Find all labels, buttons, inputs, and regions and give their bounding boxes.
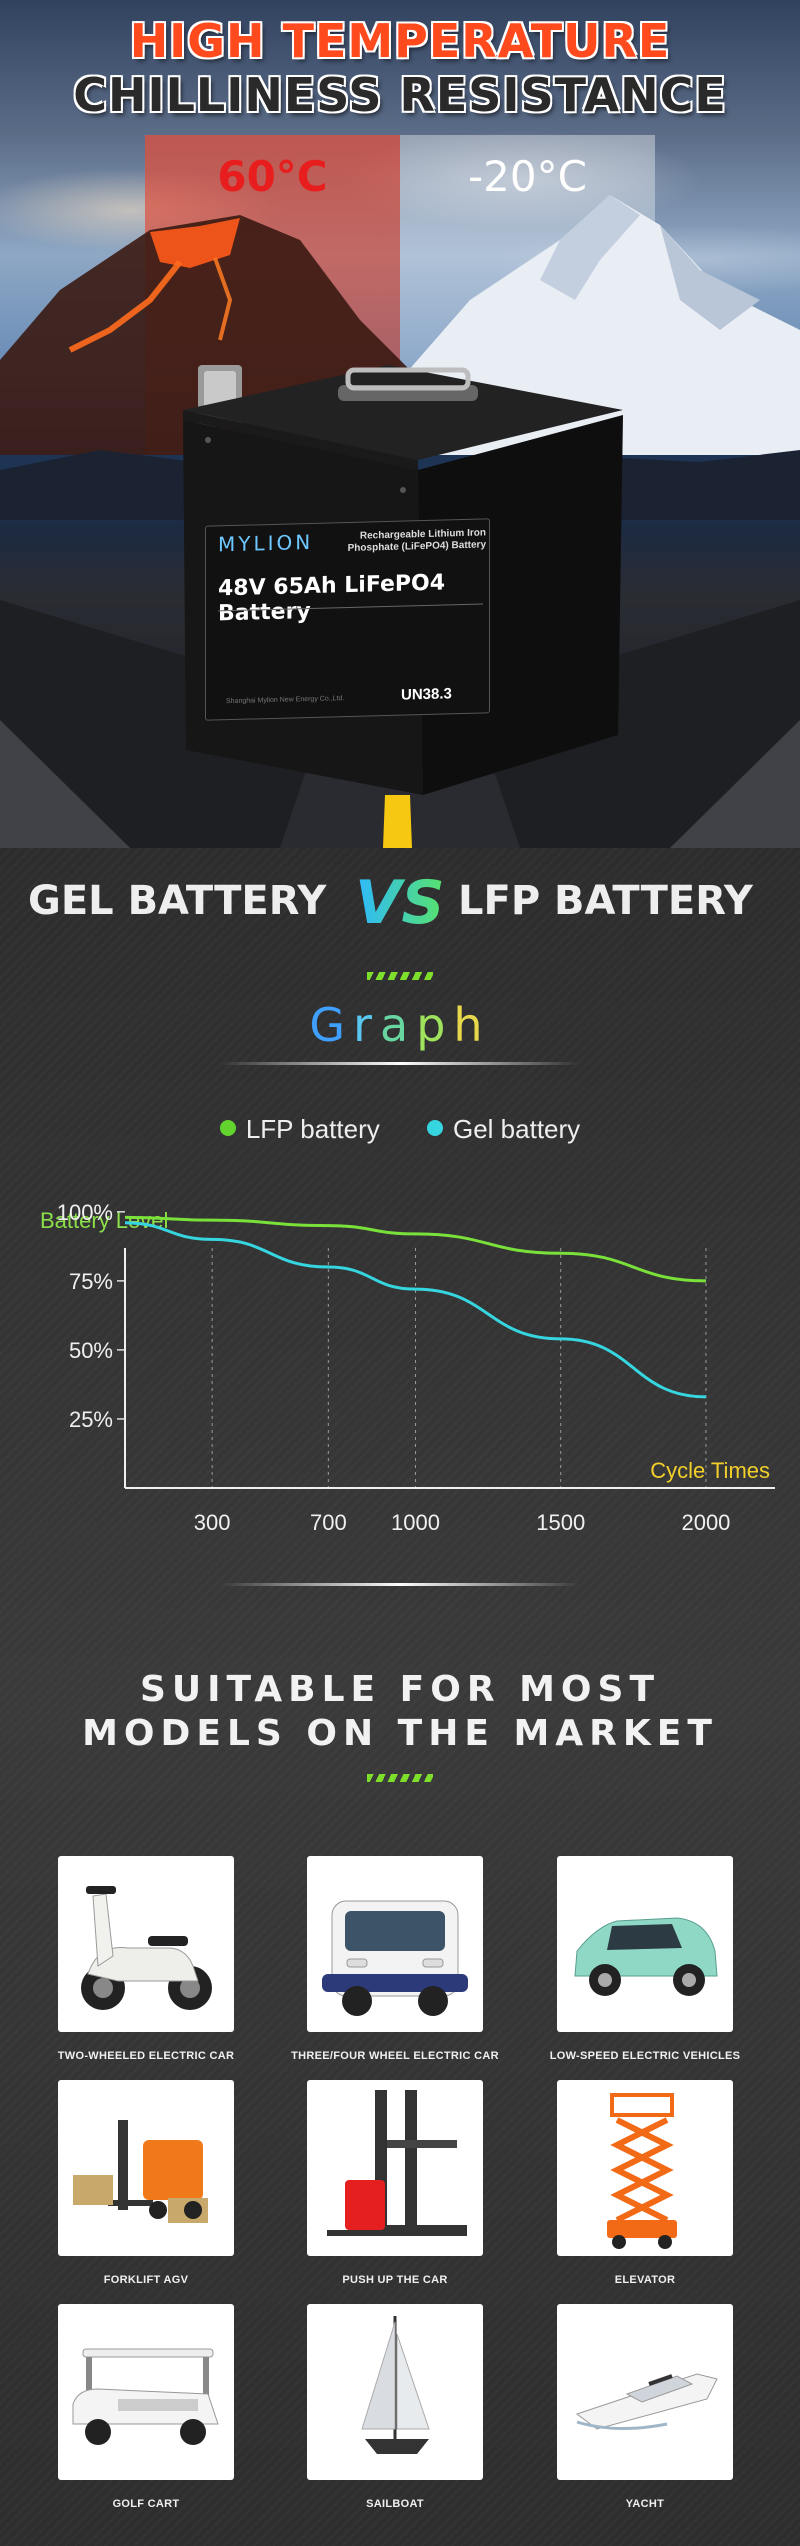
legend-dot-lfp <box>219 1120 236 1136</box>
caption-three-four-wheel: THREE/FOUR WHEEL ELECTRIC CAR <box>291 2050 499 2062</box>
scooter-icon <box>81 1886 212 2010</box>
graph-title-letter: p <box>416 998 454 1052</box>
suitable-models-title: SUITABLE FOR MOST MODELS ON THE MARKET <box>0 1668 800 1756</box>
x-tick-label: 700 <box>310 1510 347 1535</box>
suitable-title-line1: SUITABLE FOR MOST <box>139 1669 661 1710</box>
legend-dot-gel <box>427 1120 443 1136</box>
caption-low-speed: LOW-SPEED ELECTRIC VEHICLES <box>549 2050 741 2062</box>
stacker-icon <box>327 2090 467 2236</box>
divider-line <box>220 1583 580 1586</box>
model-card-three-four-wheel <box>307 1856 483 2032</box>
model-card-push-up <box>307 2080 483 2256</box>
model-card-elevator <box>557 2080 733 2256</box>
caption-sailboat: SAILBOAT <box>366 2498 424 2510</box>
x-tick-label: 300 <box>194 1510 231 1535</box>
yacht-icon <box>575 2373 718 2430</box>
sailboat-icon <box>361 2316 430 2454</box>
y-tick-label: 25% <box>69 1407 113 1432</box>
caption-forklift: FORKLIFT AGV <box>103 2274 189 2286</box>
vs-label: VS <box>355 868 445 938</box>
legend-label-gel: Gel battery <box>453 1114 581 1144</box>
low-speed-car-icon <box>574 1917 718 1996</box>
hero-banner: HIGH TEMPERATURE CHILLINESS RESISTANCE 6… <box>0 0 800 848</box>
divider-line <box>220 1062 580 1065</box>
high-temperature-label: 60°C <box>217 152 328 201</box>
model-card-sailboat <box>307 2304 483 2480</box>
hero-title-line1: HIGH TEMPERATURE <box>129 14 671 68</box>
caption-push-up: PUSH UP THE CAR <box>342 2274 448 2286</box>
y-tick-label: 100% <box>57 1200 113 1225</box>
scissor-lift-icon <box>607 2093 677 2249</box>
legend-label-lfp: LFP battery <box>245 1114 380 1144</box>
decorative-stripes <box>367 1774 433 1782</box>
forklift-icon <box>73 2120 208 2223</box>
caption-elevator: ELEVATOR <box>614 2274 676 2286</box>
graph-title: Graph <box>0 998 800 1052</box>
graph-title-letter: G <box>309 998 354 1052</box>
x-tick-label: 2000 <box>681 1510 730 1535</box>
x-axis-label: Cycle Times <box>650 1458 770 1483</box>
y-tick-label: 50% <box>69 1338 113 1363</box>
legend-item-lfp: LFP battery <box>219 1114 380 1145</box>
suitable-title-line2: MODELS ON THE MARKET <box>82 1713 718 1754</box>
model-card-forklift <box>58 2080 234 2256</box>
battery-spec-table <box>218 603 483 681</box>
x-tick-label: 1500 <box>536 1510 585 1535</box>
graph-title-letter: r <box>353 998 380 1052</box>
model-card-low-speed <box>557 1856 733 2032</box>
electric-minicar-icon <box>322 1900 468 2016</box>
caption-golf-cart: GOLF CART <box>112 2498 180 2510</box>
low-temperature-label: -20°C <box>468 152 587 201</box>
model-card-two-wheeled <box>58 1856 234 2032</box>
battery-chemistry: Rechargeable Lithium Iron Phosphate (LiF… <box>347 527 486 554</box>
series-line-lfp <box>124 1215 706 1283</box>
chart-legend: LFP battery Gel battery <box>0 1114 800 1145</box>
x-tick-label: 1000 <box>391 1510 440 1535</box>
y-axis-label: Battery Level <box>40 1208 168 1233</box>
model-card-golf-cart <box>58 2304 234 2480</box>
battery-brand: MYLION <box>218 529 314 557</box>
lfp-battery-title: LFP BATTERY <box>458 878 753 924</box>
graph-title-letter: a <box>380 998 417 1052</box>
certification-label: UN38.3 <box>401 685 452 704</box>
legend-item-gel: Gel battery <box>427 1114 580 1145</box>
decorative-stripes <box>367 972 433 980</box>
series-line-gel <box>124 1221 706 1399</box>
graph-title-letter: h <box>453 998 491 1052</box>
caption-two-wheeled: TWO-WHEELED ELECTRIC CAR <box>57 2050 235 2062</box>
battery-maker: Shanghai Mylion New Energy Co.,Ltd. <box>226 695 345 706</box>
y-tick-label: 75% <box>69 1269 113 1294</box>
battery-label: MYLION Rechargeable Lithium Iron Phospha… <box>205 518 490 721</box>
hero-title-line2: CHILLINESS RESISTANCE <box>73 68 727 122</box>
comparison-section: GEL BATTERY VS LFP BATTERY Graph LFP bat… <box>0 848 800 2546</box>
model-card-yacht <box>557 2304 733 2480</box>
gel-battery-title: GEL BATTERY <box>28 878 327 924</box>
golf-cart-icon <box>72 2348 219 2445</box>
caption-yacht: YACHT <box>625 2498 665 2510</box>
